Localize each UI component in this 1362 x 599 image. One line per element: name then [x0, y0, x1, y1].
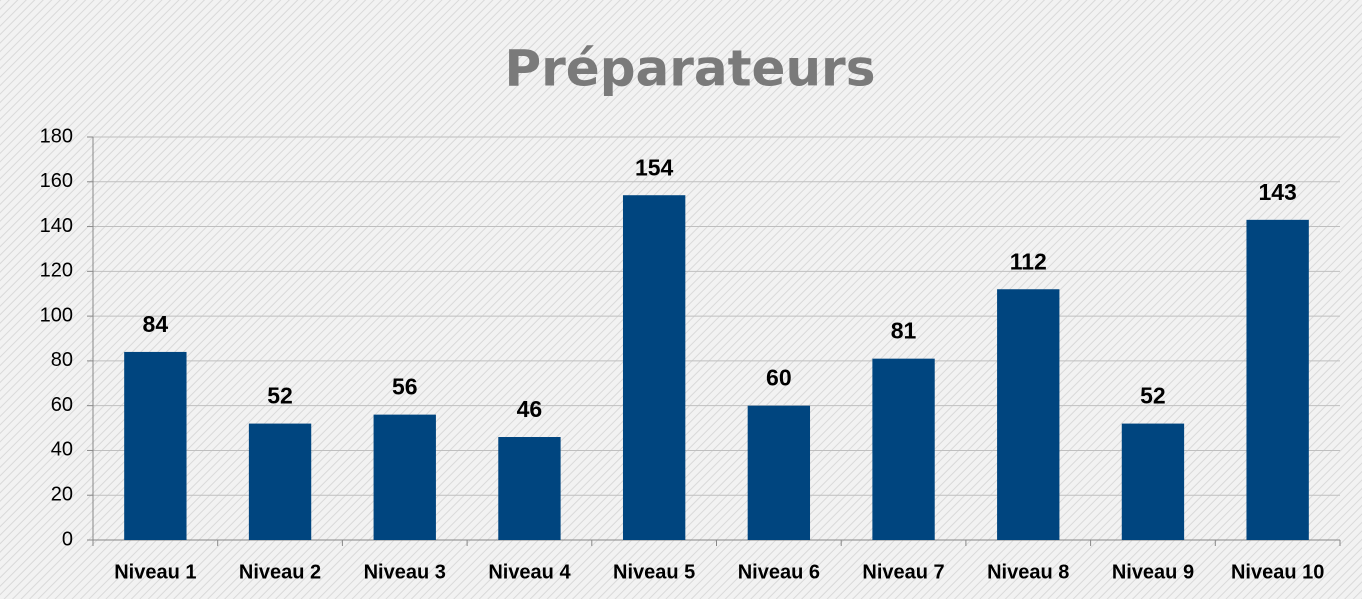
- x-tick-label: Niveau 5: [613, 561, 695, 583]
- data-label: 60: [766, 365, 792, 391]
- bar: [997, 289, 1060, 540]
- x-tick-label: Niveau 8: [987, 561, 1069, 583]
- y-tick-label: 40: [51, 439, 73, 461]
- x-tick-label: Niveau 4: [488, 561, 571, 583]
- data-label: 52: [1140, 383, 1166, 409]
- x-tick-label: Niveau 9: [1112, 561, 1194, 583]
- data-label: 84: [143, 311, 169, 337]
- bar: [1121, 423, 1185, 540]
- data-label: 52: [267, 383, 293, 409]
- y-tick-label: 160: [40, 170, 73, 192]
- x-tick-label: Niveau 2: [239, 561, 321, 583]
- bar: [124, 351, 187, 540]
- y-tick-label: 100: [40, 304, 73, 326]
- chart-title: Préparateurs: [505, 40, 876, 98]
- x-tick-label: Niveau 6: [738, 561, 820, 583]
- bar: [747, 405, 811, 540]
- bar: [872, 358, 935, 540]
- x-tick-label: Niveau 3: [364, 561, 446, 583]
- data-label: 56: [392, 374, 418, 400]
- x-tick-label: Niveau 1: [114, 561, 196, 583]
- y-tick-label: 80: [51, 349, 73, 371]
- y-tick-label: 180: [40, 125, 73, 147]
- bar: [498, 437, 561, 540]
- y-tick-label: 120: [40, 260, 73, 282]
- y-tick-label: 20: [51, 484, 73, 506]
- x-tick-label: Niveau 7: [862, 561, 944, 583]
- y-tick-label: 60: [51, 394, 73, 416]
- data-label: 143: [1258, 179, 1296, 205]
- data-label: 46: [517, 396, 543, 422]
- data-label: 112: [1010, 248, 1047, 274]
- data-label: 154: [635, 154, 674, 180]
- bar: [1246, 219, 1309, 541]
- data-label: 81: [891, 318, 917, 344]
- y-tick-label: 140: [40, 215, 73, 237]
- y-tick-label: 0: [62, 528, 73, 550]
- bar: [622, 195, 686, 540]
- bar: [248, 423, 312, 540]
- bar: [373, 414, 436, 540]
- x-tick-label: Niveau 10: [1231, 561, 1324, 583]
